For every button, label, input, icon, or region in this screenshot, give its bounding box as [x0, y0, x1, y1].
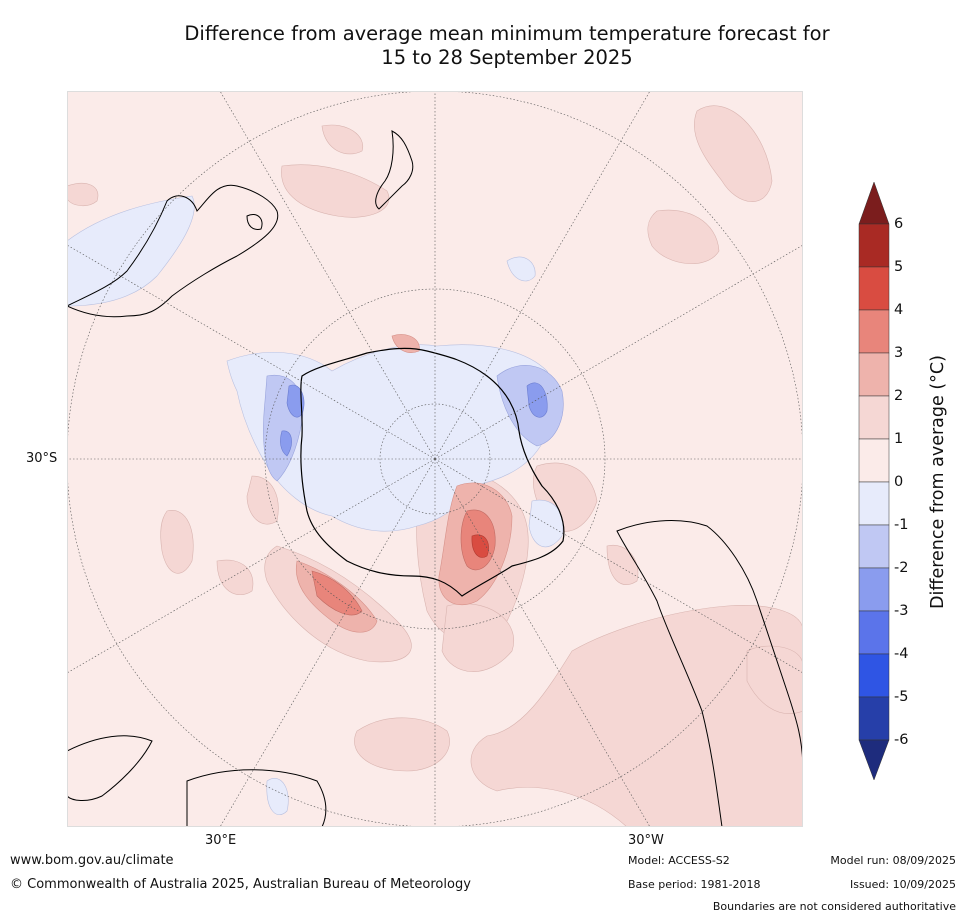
- anomaly-4-to-5: [471, 534, 489, 558]
- colorbar-segment: [858, 438, 890, 483]
- africa-coastline: [67, 735, 327, 827]
- colorbar-tick-label: 3: [894, 345, 904, 361]
- antarctica-coastline: [300, 347, 565, 597]
- colorbar-arrow-bottom: [858, 739, 890, 781]
- colorbar-segment: [858, 481, 890, 526]
- graticule: [67, 91, 803, 827]
- footer-copyright: © Commonwealth of Australia 2025, Austra…: [10, 877, 471, 892]
- colorbar-tick-label: -4: [894, 646, 909, 662]
- lon-label-30w: 30°W: [628, 833, 664, 848]
- footer-disclaimer: Boundaries are not considered authoritat…: [712, 900, 956, 913]
- colorbar-segment: [858, 696, 890, 741]
- colorbar-tick-label: -1: [894, 517, 909, 533]
- colorbar-tick-label: 0: [894, 474, 904, 490]
- anomaly-minus3-to-minus2: [280, 382, 548, 457]
- colorbar-segment: [858, 309, 890, 354]
- colorbar-segment: [858, 567, 890, 612]
- colorbar-arrow-top: [858, 182, 890, 225]
- colorbar-segment: [858, 524, 890, 569]
- colorbar-segment: [858, 223, 890, 268]
- colorbar-segment: [858, 266, 890, 311]
- title-line-1: Difference from average mean minimum tem…: [184, 22, 830, 45]
- colorbar-tick-label: -5: [894, 689, 909, 705]
- colorbar-tick-label: 1: [894, 431, 904, 447]
- colorbar-tick-label: -6: [894, 732, 909, 748]
- colorbar-tick-label: -3: [894, 603, 909, 619]
- colorbar-tick-label: 5: [894, 259, 904, 275]
- footer-model: Model: ACCESS-S2: [628, 854, 730, 867]
- australia-coastline: [67, 184, 279, 318]
- footer-issued: Issued: 10/09/2025: [849, 878, 956, 891]
- title-line-2: 15 to 28 September 2025: [381, 46, 633, 69]
- colorbar-tick-label: 2: [894, 388, 904, 404]
- chart-title: Difference from average mean minimum tem…: [67, 22, 947, 70]
- lat-label-30s: 30°S: [26, 451, 58, 466]
- colorbar-segment: [858, 653, 890, 698]
- footer-model-run: Model run: 08/09/2025: [830, 854, 956, 867]
- colorbar-segment: [858, 610, 890, 655]
- colorbar-tick-label: 6: [894, 216, 904, 232]
- footer-base-period: Base period: 1981-2018: [628, 878, 761, 891]
- colorbar-tick-label: 4: [894, 302, 904, 318]
- colorbar-segment: [858, 395, 890, 440]
- anomaly-map: [67, 91, 803, 827]
- lon-label-30e: 30°E: [205, 833, 237, 848]
- footer-website: www.bom.gov.au/climate: [10, 853, 174, 868]
- map-frame: [67, 91, 803, 827]
- colorbar-segment: [858, 352, 890, 397]
- colorbar: [858, 182, 890, 782]
- south-america-coastline: [616, 520, 803, 827]
- new-zealand-coastline: [375, 130, 414, 210]
- colorbar-tick-label: -2: [894, 560, 909, 576]
- colorbar-label: Difference from average (°C): [928, 355, 948, 609]
- tasmania-coastline: [246, 214, 263, 230]
